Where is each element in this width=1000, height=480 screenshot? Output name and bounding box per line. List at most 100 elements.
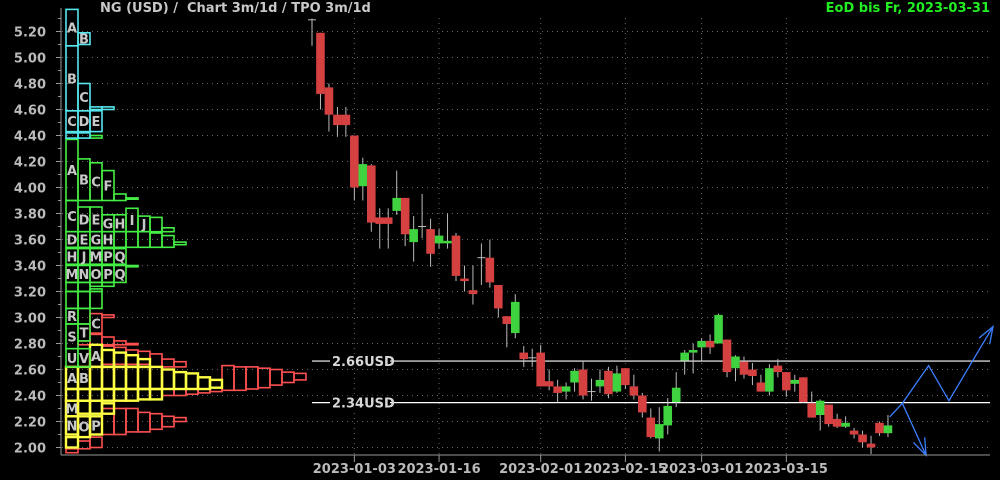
tpo-letter: D: [79, 213, 90, 228]
y-tick-label: 4.20: [14, 156, 46, 171]
tpo-block: [136, 365, 152, 391]
candle-down: [858, 434, 867, 443]
tpo-letter: N: [67, 419, 78, 434]
y-tick-label: 3.20: [14, 286, 46, 301]
y-tick-label: 2.20: [14, 416, 46, 431]
candle-down: [629, 386, 639, 396]
tpo-block: [77, 307, 91, 325]
tpo-letter: A: [67, 372, 77, 387]
tpo-block: [124, 354, 140, 369]
tpo-letter: E: [80, 234, 89, 249]
candle-up: [714, 314, 723, 344]
tpo-block: [149, 232, 163, 249]
tpo-block: [113, 247, 127, 266]
candle-up: [815, 400, 825, 415]
candle-up: [731, 356, 740, 369]
tpo-block: [137, 350, 151, 366]
candle-up: [595, 379, 605, 387]
tpo-block: [125, 342, 139, 346]
tpo-block: [160, 368, 176, 391]
candle-down: [807, 403, 817, 418]
candle-down: [604, 370, 613, 395]
tpo-block: [101, 169, 115, 202]
candle-up: [434, 235, 444, 244]
tpo-letter: D: [67, 234, 78, 249]
tpo-letter: G: [103, 217, 114, 232]
tpo-block: [149, 412, 163, 431]
tpo-block: [100, 402, 116, 415]
y-tick-label: 2.60: [14, 364, 46, 379]
candle-up: [443, 240, 452, 244]
tpo-block: [269, 368, 283, 386]
tpo-letter: C: [67, 210, 77, 225]
candle-down: [621, 368, 630, 386]
candle-up: [841, 422, 850, 427]
chart-title: NG (USD) / Chart 3m/1d / TPO 3m/1d: [100, 1, 371, 16]
tpo-block: [113, 230, 127, 249]
y-tick-label: 3.80: [14, 208, 46, 223]
tpo-block: [88, 399, 104, 415]
candle-down: [536, 352, 545, 387]
tpo-letter: B: [79, 174, 89, 189]
tpo-letter: R: [67, 310, 77, 325]
candle-down: [638, 395, 647, 413]
tpo-block: [233, 366, 247, 392]
tpo-block: [124, 387, 140, 402]
level-label-bg: [330, 395, 390, 410]
tpo-letter: T: [80, 326, 89, 341]
tpo-letter: P: [91, 419, 101, 434]
tpo-block: [113, 346, 127, 366]
tpo-letter: J: [81, 250, 87, 265]
tpo-block: [100, 387, 116, 402]
tpo-block: [101, 106, 115, 111]
scenario-arrows: [889, 324, 994, 458]
candle-down: [782, 372, 791, 391]
candle-down: [832, 418, 842, 427]
candle-down: [400, 197, 410, 235]
candle-down: [485, 257, 495, 283]
level-label: 2.34USD: [332, 397, 395, 412]
tpo-letter: S: [67, 330, 76, 345]
candle-down: [519, 352, 529, 360]
arrowhead-icon: [978, 324, 994, 345]
y-tick-label: 2.40: [14, 390, 46, 405]
tpo-block: [77, 347, 91, 368]
candles: [308, 18, 893, 454]
tpo-block: [89, 436, 103, 449]
tpo-letter: M: [66, 268, 79, 283]
candle-down: [375, 217, 385, 224]
price-levels: 2.66USD 2.34USD: [312, 354, 990, 412]
candle-up: [697, 340, 706, 348]
tpo-letter: J: [141, 218, 147, 233]
tpo-letter: M: [90, 250, 103, 265]
y-tick-label: 4.60: [14, 104, 46, 119]
candle-down: [748, 369, 757, 376]
tpo-block: [161, 234, 175, 249]
tpo-block: [125, 264, 139, 268]
tpo-block: [65, 281, 79, 293]
candle-down: [756, 382, 766, 392]
tpo-block: [245, 366, 259, 390]
candle-down: [350, 135, 359, 188]
tpo-letter: D: [79, 115, 90, 130]
level-label: 2.66USD: [332, 355, 395, 370]
tpo-letter: O: [78, 421, 89, 436]
tpo-letter: V: [79, 352, 89, 367]
candle-down: [578, 369, 588, 396]
tpo-block: [77, 323, 91, 342]
tpo-letter: E: [92, 213, 101, 228]
tpo-letter: N: [79, 268, 90, 283]
candle-up: [570, 370, 579, 383]
tpo-letter: U: [67, 352, 78, 367]
tpo-block: [137, 411, 151, 433]
tpo-block: [124, 365, 140, 391]
tpo-block: [88, 365, 104, 391]
tpo-block: [161, 358, 175, 368]
tpo-block: [77, 281, 91, 293]
tpo-block: [113, 264, 127, 284]
tpo-block: [89, 110, 103, 133]
tpo-letter: C: [67, 115, 77, 130]
tpo-block: [125, 349, 139, 366]
tpo-block: [293, 372, 307, 381]
tpo-block: [101, 281, 115, 288]
